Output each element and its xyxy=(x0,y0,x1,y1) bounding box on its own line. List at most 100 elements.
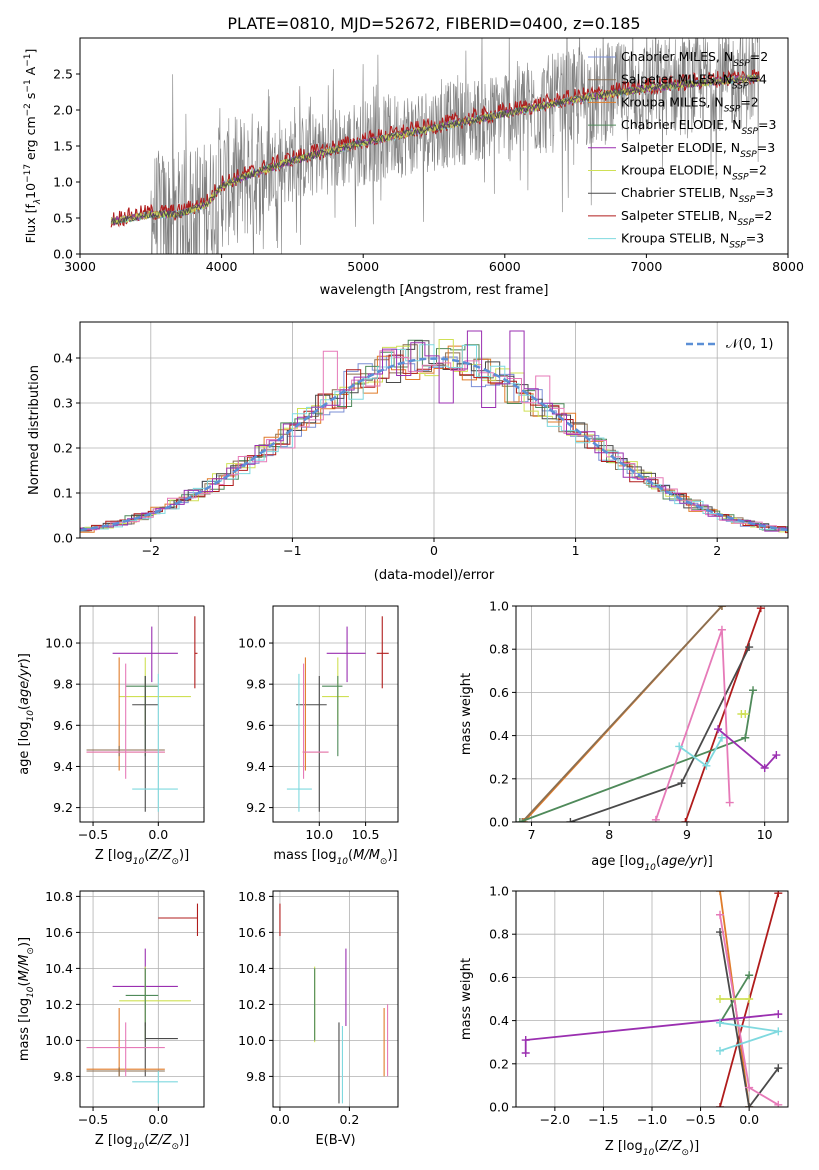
y-tick-label: 0.8 xyxy=(489,642,509,657)
weight-marker xyxy=(716,1018,724,1027)
x-tick-label: −1.0 xyxy=(637,1112,667,1127)
y-tick-label: 0.0 xyxy=(53,247,73,262)
x-axis-label: age [log10(age/yr)] xyxy=(591,854,713,873)
x-tick-label: 0.0 xyxy=(148,1112,168,1127)
y-tick-label: 9.8 xyxy=(53,677,73,692)
x-tick-label: 5000 xyxy=(347,259,379,274)
x-tick-label: 0.0 xyxy=(148,827,168,842)
weight-line-salpeter-miles xyxy=(521,606,723,822)
axes-frame xyxy=(79,37,789,255)
weight-marker xyxy=(566,818,575,822)
axes-frame xyxy=(515,605,789,823)
x-tick-label: −1.5 xyxy=(588,1112,618,1127)
y-tick-label: 0.2 xyxy=(53,441,73,456)
legend-entry: Salpeter ELODIE, NSSP=3 xyxy=(621,140,775,160)
panel-age_vs_z: −0.5 0.0 9.2 9.4 9.6 9.8 10.0 Z [log10(Z/Z⊙)] ag… xyxy=(17,605,205,867)
x-tick-label: 6000 xyxy=(489,259,521,274)
y-tick-label: 0.8 xyxy=(489,927,509,942)
x-tick-label: −2 xyxy=(142,543,160,558)
y-tick-label: 0.0 xyxy=(53,531,73,546)
y-tick-label: 10.0 xyxy=(45,636,73,651)
y-axis-label: mass weight xyxy=(459,673,474,755)
y-tick-label: 0.5 xyxy=(53,211,73,226)
weight-marker xyxy=(745,971,754,980)
weight-marker xyxy=(774,1100,783,1107)
y-axis-label: Flux [fλ10−17 erg cm−2 s−1 A−1] xyxy=(23,49,43,244)
y-tick-label: 1.5 xyxy=(53,139,73,154)
y-tick-label: 0.2 xyxy=(489,1056,509,1071)
histogram-pink xyxy=(80,350,788,531)
legend-entry: Kroupa MILES, NSSP=2 xyxy=(621,94,759,114)
weight-marker xyxy=(745,643,754,652)
y-tick-label: 9.4 xyxy=(246,759,266,774)
normal-curve xyxy=(80,357,788,532)
x-tick-label: −0.5 xyxy=(78,1112,108,1127)
weight-marker xyxy=(702,761,711,770)
panel-spectrum: 3000 4000 5000 6000 7000 8000 0.0 0.5 1.0 1.5 2.0 2… xyxy=(23,37,804,298)
legend-entry: Chabrier ELODIE, NSSP=3 xyxy=(621,117,776,137)
y-tick-label: 10.0 xyxy=(238,636,266,651)
y-tick-label: 9.4 xyxy=(53,759,73,774)
y-tick-label: 9.6 xyxy=(53,718,73,733)
y-tick-label: 0.4 xyxy=(489,728,509,743)
panel-mass_vs_ebv: 0.0 0.2 9.8 10.0 10.2 10.4 10.6 10.8 E(B-V) xyxy=(238,889,399,1148)
weight-marker xyxy=(774,1027,783,1036)
y-tick-label: 0.2 xyxy=(489,771,509,786)
figure-title: PLATE=0810, MJD=52672, FIBERID=0400, z=0… xyxy=(227,14,640,33)
weight-marker xyxy=(714,725,723,734)
weight-line-chabrier-stelib xyxy=(719,931,780,1107)
weight-line-salpeter-stelib xyxy=(684,607,762,822)
y-tick-label: 1.0 xyxy=(489,884,509,899)
x-tick-label: 10 xyxy=(757,827,773,842)
x-tick-label: 3000 xyxy=(64,259,96,274)
y-tick-label: 2.0 xyxy=(53,103,73,118)
y-tick-label: 10.4 xyxy=(238,961,266,976)
histogram-salpeter-elodie xyxy=(80,330,788,532)
x-tick-label: 7000 xyxy=(630,259,662,274)
weight-marker xyxy=(681,818,690,822)
y-tick-label: 0.1 xyxy=(53,486,73,501)
y-tick-label: 9.8 xyxy=(246,677,266,692)
x-tick-label: 0 xyxy=(430,543,438,558)
x-tick-label: 4000 xyxy=(206,259,238,274)
x-tick-label: 0.2 xyxy=(339,1112,359,1127)
weight-marker xyxy=(737,710,746,718)
weight-marker xyxy=(745,1103,754,1107)
x-tick-label: 10.5 xyxy=(352,827,380,842)
y-tick-label: 0.4 xyxy=(489,1013,509,1028)
weight-marker xyxy=(717,733,726,742)
x-tick-label: 2 xyxy=(713,543,721,558)
y-axis-label: age [log10(age/yr)] xyxy=(17,653,36,775)
y-tick-label: 2.5 xyxy=(53,67,73,82)
x-tick-label: 8 xyxy=(605,827,613,842)
y-tick-label: 9.2 xyxy=(53,800,73,815)
weight-marker xyxy=(716,891,724,895)
x-axis-label: E(B-V) xyxy=(315,1133,355,1148)
y-tick-label: 9.8 xyxy=(53,1069,73,1084)
legend-entry: Chabrier STELIB, NSSP=3 xyxy=(621,185,774,205)
y-tick-label: 9.8 xyxy=(246,1069,266,1084)
legend-entry: 𝒩(0, 1) xyxy=(726,337,773,352)
x-tick-label: 1 xyxy=(572,543,580,558)
y-tick-label: 10.2 xyxy=(238,997,266,1012)
x-tick-label: 9 xyxy=(683,827,691,842)
x-axis-label: Z [log10(Z/Z⊙)] xyxy=(95,1133,189,1152)
weight-marker xyxy=(760,764,769,772)
y-tick-label: 10.8 xyxy=(238,889,266,904)
y-tick-label: 10.0 xyxy=(45,1033,73,1048)
legend-entry: Salpeter STELIB, NSSP=2 xyxy=(621,208,772,228)
panel-weight_vs_z: −2.0 −1.5 −1.0 −0.5 0.0 0.0 0.2 0.4 0.6 0.8 1.0 Z [… xyxy=(459,884,789,1158)
weight-marker xyxy=(717,625,726,634)
weight-marker xyxy=(516,818,524,822)
axes-frame xyxy=(272,605,399,823)
weight-marker xyxy=(518,818,527,822)
weight-marker xyxy=(716,910,724,919)
y-tick-label: 0.6 xyxy=(489,970,509,985)
y-tick-label: 9.2 xyxy=(246,800,266,815)
y-tick-label: 1.0 xyxy=(489,599,509,614)
weight-marker xyxy=(741,733,750,742)
weight-marker xyxy=(716,1103,724,1107)
weight-marker xyxy=(677,779,686,788)
